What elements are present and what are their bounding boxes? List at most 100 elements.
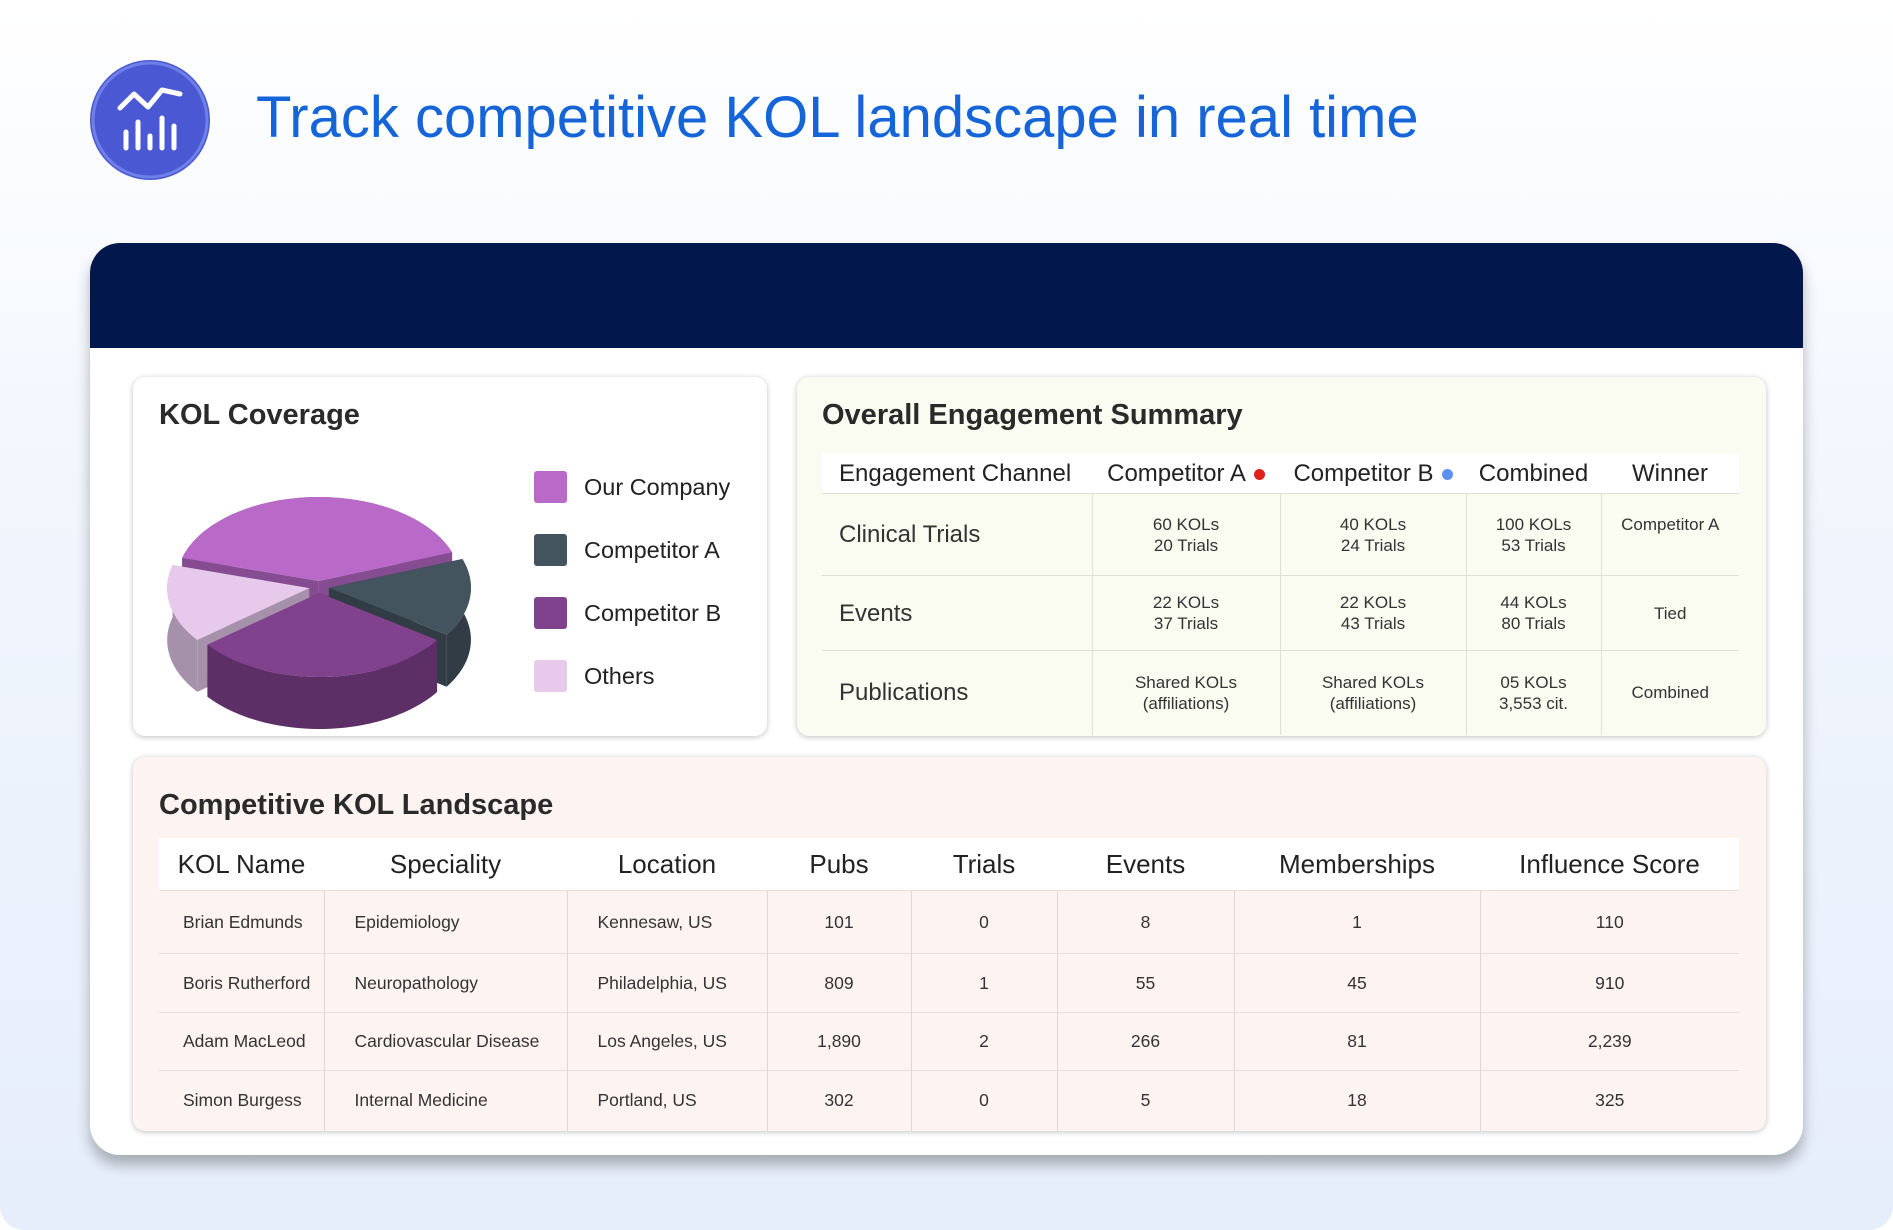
channel-cell: Events — [822, 575, 1092, 651]
cell-line: 60 KOLs — [1152, 514, 1220, 534]
column-header: Competitor B — [1280, 454, 1466, 494]
cell-line: Shared KOLs — [1134, 672, 1238, 692]
value-cell: 44 KOLs 80 Trials — [1465, 575, 1601, 651]
table-cell: Epidemiology — [323, 890, 567, 954]
table-cell: 302 — [766, 1070, 911, 1131]
column-header: Events — [1057, 838, 1234, 891]
column-header: Memberships — [1234, 838, 1480, 891]
table-cell: 325 — [1479, 1070, 1739, 1131]
cell-line: 43 Trials — [1340, 614, 1406, 633]
column-header: Location — [567, 838, 767, 891]
legend-swatch — [534, 660, 567, 692]
table-row: Adam MacLeod Cardiovascular Disease Los An… — [159, 1012, 1739, 1071]
table-cell: 101 — [766, 890, 911, 954]
table-cell: 45 — [1233, 953, 1480, 1013]
table-cell: 110 — [1479, 890, 1739, 954]
table-cell: Internal Medicine — [323, 1070, 567, 1131]
value-cell: 100 KOLs 53 Trials — [1465, 493, 1601, 576]
value-cell: Competitor A — [1600, 493, 1739, 576]
slice-side — [207, 639, 438, 729]
competitor-dot — [1441, 468, 1453, 480]
value-cell: 05 KOLs 3,553 cit. — [1465, 650, 1601, 735]
table-cell: 1,890 — [766, 1012, 911, 1071]
value-cell: Tied — [1600, 575, 1739, 651]
table-cell: Cardiovascular Disease — [323, 1012, 567, 1071]
table-cell: Philadelphia, US — [566, 953, 767, 1013]
column-header: Winner — [1601, 454, 1739, 494]
cell-line: Combined — [1631, 683, 1710, 703]
table-cell: Boris Rutherford — [159, 953, 324, 1013]
cell-line: (affiliations) — [1142, 693, 1230, 713]
table-row: Events 22 KOLs 37 Trials 22 KOLs 43 Trials 44… — [822, 575, 1739, 651]
table-cell: 2 — [910, 1012, 1057, 1071]
table-cell: 1 — [910, 953, 1057, 1013]
table-cell: 0 — [910, 1070, 1057, 1131]
column-header: KOL Name — [159, 838, 324, 891]
competitor-dot — [1253, 468, 1265, 480]
header-text: Combined — [1478, 459, 1589, 487]
channel-cell: Publications — [822, 650, 1092, 735]
cell-line: 24 Trials — [1340, 535, 1406, 555]
table-row: Publications Shared KOLs (affiliations) Sha… — [822, 650, 1739, 735]
cell-line: 22 KOLs — [1339, 593, 1407, 612]
landscape-card: Competitive KOL Landscape KOL Name Specia… — [133, 757, 1766, 1131]
legend-label: Our Company — [584, 474, 731, 500]
table-cell: 18 — [1233, 1070, 1480, 1131]
pie-slice — [207, 592, 438, 677]
cell-line: 20 Trials — [1153, 535, 1219, 555]
engagement-card: Overall Engagement Summary Engagement Ch… — [797, 377, 1766, 736]
cell-line: 3,553 cit. — [1499, 693, 1568, 713]
card-title: Competitive KOL Landscape — [159, 789, 554, 821]
channel-cell: Clinical Trials — [822, 493, 1092, 576]
table-cell: 81 — [1233, 1012, 1480, 1071]
value-cell: 40 KOLs 24 Trials — [1279, 493, 1466, 576]
app-icon — [90, 60, 210, 180]
table-cell: Adam MacLeod — [159, 1012, 324, 1071]
cell-line: Competitor A — [1621, 515, 1720, 534]
header-text: Winner — [1631, 459, 1709, 487]
header-row: Engagement Channel Competitor A Competitor… — [822, 454, 1739, 494]
value-cell: Shared KOLs (affiliations) — [1279, 650, 1466, 735]
table-cell: 8 — [1056, 890, 1234, 954]
pie-chart: Our Company Competitor A Competitor B Other… — [167, 471, 731, 729]
cell-line: 44 KOLs — [1500, 593, 1567, 612]
value-cell: 22 KOLs 37 Trials — [1091, 575, 1280, 651]
cell-line: Shared KOLs — [1321, 672, 1425, 692]
value-cell: Shared KOLs (affiliations) — [1091, 650, 1280, 735]
column-header: Combined — [1466, 454, 1601, 494]
table-row: Brian Edmunds Epidemiology Kennesaw, US 101… — [159, 890, 1739, 954]
legend-label: Competitor A — [584, 537, 720, 563]
table-cell: Kennesaw, US — [566, 890, 767, 954]
table-cell: Simon Burgess — [159, 1070, 324, 1131]
legend-swatch — [534, 534, 567, 566]
cell-line: 100 KOLs — [1495, 514, 1572, 534]
column-header: Engagement Channel — [822, 454, 1092, 494]
cell-line: 53 Trials — [1501, 535, 1566, 555]
legend-label: Competitor B — [584, 600, 721, 626]
table-cell: 0 — [910, 890, 1057, 954]
table-cell: Portland, US — [566, 1070, 767, 1131]
pie-slice — [182, 497, 453, 582]
coverage-card: KOL Coverage Our Company Competitor A Comp… — [133, 377, 767, 736]
value-cell: 60 KOLs 20 Trials — [1091, 493, 1280, 576]
engagement-table: Engagement Channel Competitor A Competitor… — [822, 454, 1739, 735]
table-cell: 266 — [1056, 1012, 1234, 1071]
cell-line: 05 KOLs — [1500, 672, 1567, 692]
column-header: Speciality — [324, 838, 567, 891]
slice-side — [167, 564, 198, 692]
pie-slice — [328, 559, 471, 635]
table-cell: 2,239 — [1479, 1012, 1739, 1071]
table-cell: 910 — [1479, 953, 1739, 1013]
column-header: Pubs — [767, 838, 911, 891]
pie-slice — [167, 564, 310, 640]
table-cell: Neuropathology — [323, 953, 567, 1013]
table-cell: 55 — [1056, 953, 1234, 1013]
cell-line: 40 KOLs — [1339, 514, 1407, 534]
legend-swatch — [534, 597, 567, 629]
table-cell: Brian Edmunds — [159, 890, 324, 954]
header-row: KOL Name Speciality Location Pubs Trials Even… — [159, 838, 1739, 891]
header-text: Engagement Channel — [839, 459, 1072, 487]
value-cell: 22 KOLs 43 Trials — [1279, 575, 1466, 651]
cell-line: Tied — [1654, 603, 1687, 623]
